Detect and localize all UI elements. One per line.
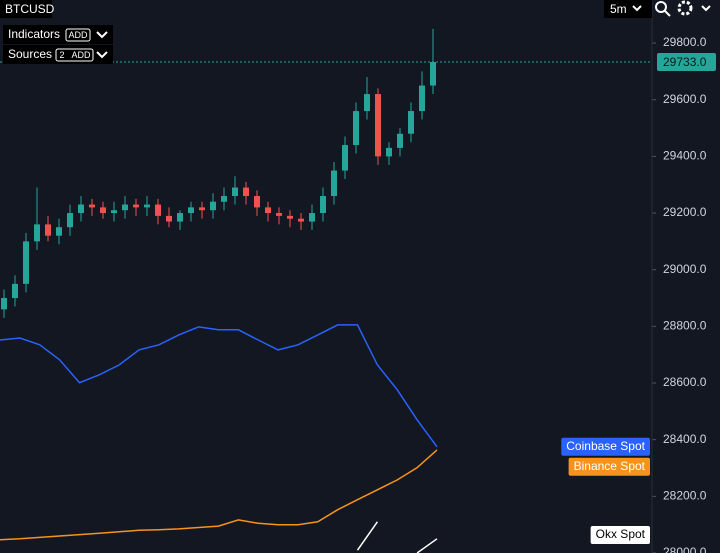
sources-button[interactable] — [55, 48, 94, 62]
add-text[interactable]: ADD — [68, 30, 88, 40]
candle-body — [111, 210, 117, 214]
candle-body — [364, 94, 370, 112]
y-tick-label: 28600.0 — [663, 375, 707, 389]
candle-body — [188, 207, 194, 214]
candle-body — [122, 204, 128, 211]
y-tick-label: 29600.0 — [663, 92, 707, 106]
source-line — [356, 521, 438, 553]
source-line — [0, 324, 438, 448]
candle-body — [45, 224, 51, 236]
candle-body — [23, 241, 29, 284]
y-tick-label: 28400.0 — [663, 432, 707, 446]
y-tick-label: 29800.0 — [663, 35, 707, 49]
legend-tag — [568, 457, 650, 476]
candle-body — [397, 133, 403, 148]
source-line — [0, 449, 438, 541]
candle-body — [386, 147, 392, 157]
settings-icon[interactable] — [677, 0, 693, 16]
candle-body — [100, 207, 106, 214]
candle-body — [430, 62, 436, 86]
candle-body — [254, 196, 260, 208]
y-tick-label: 29400.0 — [663, 149, 707, 163]
y-tick-label: 29200.0 — [663, 205, 707, 219]
last-price-box — [657, 53, 716, 72]
candle-body — [276, 213, 282, 216]
legend-tag — [590, 526, 650, 544]
candle-body — [210, 201, 216, 211]
candle-body — [78, 204, 84, 214]
symbol-box — [0, 0, 52, 18]
legend-label: Okx Spot — [596, 527, 646, 541]
candle-body — [34, 224, 40, 242]
candle-body — [331, 170, 337, 197]
add-button[interactable] — [65, 28, 91, 42]
candle-body — [199, 207, 205, 211]
indicators-caret[interactable] — [96, 31, 108, 39]
candle-body — [166, 215, 172, 222]
toolbar: BTCUSD 5m Indicators ADD Sources 2 ADD — [0, 0, 711, 64]
settings-caret[interactable] — [701, 5, 711, 12]
candle-body — [133, 204, 139, 208]
candle-body — [221, 196, 227, 202]
candle-body — [243, 187, 249, 197]
candle-body — [298, 218, 304, 222]
candle-body — [232, 187, 238, 197]
legend-label: Coinbase Spot — [566, 439, 645, 453]
indicators-label[interactable]: Indicators — [8, 27, 60, 41]
sources-label[interactable]: Sources — [8, 47, 52, 61]
legend-tag — [561, 437, 650, 456]
candle-body — [408, 111, 414, 134]
candle-body — [177, 213, 183, 222]
indicators-box — [3, 25, 113, 44]
candle-body — [309, 213, 315, 222]
candle-body — [353, 111, 359, 146]
interval-caret[interactable] — [632, 5, 642, 12]
y-tick-label: 28200.0 — [663, 489, 707, 503]
candle-body — [56, 227, 62, 236]
sources-box — [3, 45, 113, 64]
candle-body — [342, 145, 348, 171]
y-tick-label: 29000.0 — [663, 262, 707, 276]
sources-caret[interactable] — [96, 51, 108, 59]
interval[interactable]: 5m — [610, 2, 627, 16]
candle-body — [320, 196, 326, 214]
candle-body — [89, 204, 95, 208]
candle-body — [419, 85, 425, 112]
y-tick-label: 28000.0 — [663, 545, 707, 553]
add-text[interactable]: ADD — [71, 50, 91, 60]
candle-body — [1, 298, 7, 310]
candle-body — [287, 215, 293, 219]
candle-body — [12, 283, 18, 299]
candle-body — [375, 94, 381, 157]
search-handle — [664, 10, 671, 17]
sources-count: 2 — [59, 50, 64, 60]
search-icon[interactable] — [655, 1, 667, 13]
legend-label: Binance Spot — [574, 459, 646, 473]
last-price-label: 29733.0 — [663, 55, 707, 69]
interval-box — [604, 0, 652, 18]
candle-body — [67, 213, 73, 228]
candle-body — [144, 204, 150, 208]
symbol[interactable]: BTCUSD — [5, 2, 55, 16]
candle-body — [155, 204, 161, 216]
candle-body — [265, 207, 271, 214]
y-tick-label: 28800.0 — [663, 319, 707, 333]
